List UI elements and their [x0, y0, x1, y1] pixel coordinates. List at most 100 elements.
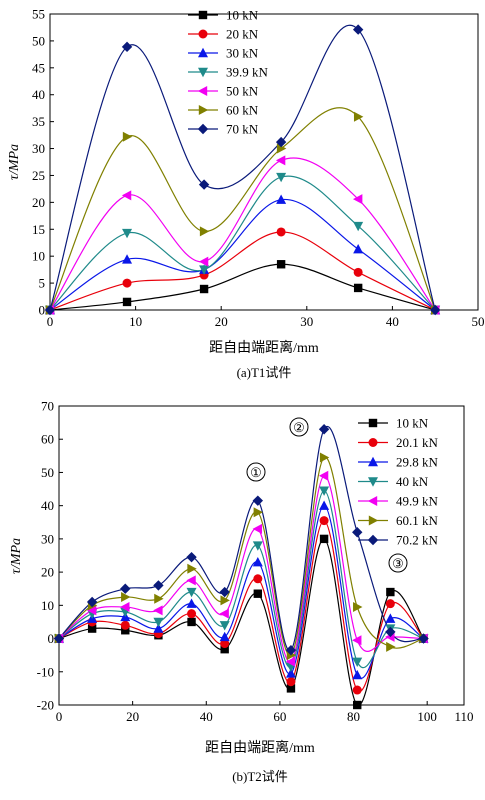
- series-line: [49, 107, 436, 311]
- data-point: [318, 470, 329, 481]
- legend-marker: [368, 477, 378, 487]
- data-point: [120, 620, 130, 630]
- series-line: [49, 175, 436, 311]
- chart-t2-caption: (b)T2试件: [232, 769, 288, 784]
- annotation-3: ③: [392, 556, 404, 571]
- data-point: [122, 254, 133, 264]
- data-point: [186, 551, 197, 563]
- data-point: [122, 131, 133, 142]
- y-tick-label: 60: [41, 432, 54, 447]
- data-point: [252, 495, 264, 506]
- data-point: [418, 633, 429, 644]
- y-tick-label: 30: [32, 141, 45, 156]
- y-tick-label: 10: [32, 249, 45, 264]
- data-point: [198, 179, 210, 190]
- legend-marker: [368, 418, 378, 428]
- y-tick-label: 40: [32, 87, 45, 102]
- legend-label: 50 kN: [226, 84, 259, 99]
- chart-t1: 0 10 20 30 40 50 0 5 10 15 20 25 30 35 40 45 50 55 10 kN 2…: [7, 7, 485, 381]
- legend-label: 30 kN: [226, 46, 259, 61]
- legend-label: 70.2 kN: [396, 533, 439, 548]
- series-line: [49, 199, 436, 311]
- legend-label: 10 kN: [396, 416, 429, 431]
- legend-marker: [368, 456, 378, 467]
- x-tick-label: 100: [417, 709, 437, 724]
- data-point: [285, 644, 297, 656]
- data-point: [122, 228, 133, 239]
- y-tick-label: -10: [37, 664, 54, 679]
- y-tick-label: 20: [41, 565, 54, 580]
- data-point: [430, 304, 441, 316]
- legend-marker: [197, 123, 209, 135]
- data-point: [319, 452, 330, 463]
- chart-t1-xlabel: 距自由端距离/mm: [209, 339, 319, 356]
- legend-marker: [198, 29, 208, 39]
- x-tick-label: 30: [300, 314, 313, 329]
- data-point: [187, 609, 197, 619]
- data-point: [352, 669, 363, 680]
- data-point: [286, 677, 296, 687]
- legend-label: 60 kN: [226, 103, 259, 118]
- data-point: [385, 613, 396, 623]
- series-line: [58, 538, 425, 706]
- x-tick-label: 20: [126, 709, 139, 724]
- y-tick-label: 45: [32, 60, 45, 75]
- data-point: [186, 575, 196, 586]
- chart-t2-xlabel: 距自由端距离/mm: [205, 739, 315, 756]
- data-point: [386, 641, 396, 652]
- data-point: [352, 24, 364, 35]
- legend-label: 40 kN: [396, 474, 429, 489]
- x-tick-label: 40: [200, 709, 213, 724]
- y-tick-label: 50: [32, 33, 45, 48]
- data-point: [154, 593, 164, 604]
- legend-marker: [368, 438, 378, 447]
- data-point: [253, 574, 263, 584]
- data-point: [385, 599, 395, 609]
- legend-marker: [198, 67, 208, 78]
- data-point: [319, 534, 329, 544]
- data-point: [219, 608, 229, 619]
- y-tick-label: 30: [41, 531, 54, 546]
- data-point: [352, 657, 363, 668]
- legend-marker: [367, 496, 378, 506]
- data-point: [121, 592, 131, 603]
- data-point: [122, 278, 132, 288]
- chart-t2-frame: [58, 405, 465, 706]
- chart-t2-legend: 10 kN 20.1 kN 29.8 kN 40 kN 49.9 kN 60.1 kN 70…: [358, 416, 439, 548]
- legend-label: 60.1 kN: [396, 513, 439, 528]
- data-point: [352, 685, 362, 695]
- legend-label: 20.1 kN: [396, 435, 439, 450]
- data-point: [86, 596, 98, 608]
- data-point: [386, 587, 395, 597]
- data-point: [220, 639, 230, 649]
- y-tick-label: 20: [32, 195, 45, 210]
- chart-t1-caption: (a)T1试件: [237, 365, 292, 380]
- data-point: [220, 644, 229, 654]
- data-point: [319, 500, 330, 510]
- legend-marker: [198, 105, 209, 115]
- annotation-2: ②: [293, 420, 305, 435]
- data-point: [87, 624, 97, 633]
- data-point: [220, 595, 230, 606]
- y-tick-label: 70: [41, 399, 54, 414]
- y-tick-label: 5: [39, 276, 46, 291]
- x-tick-label: 80: [347, 709, 360, 724]
- data-point: [276, 172, 287, 183]
- data-point: [219, 631, 230, 642]
- legend-marker: [198, 10, 208, 20]
- data-point: [252, 556, 263, 567]
- data-point: [219, 586, 230, 598]
- y-tick-label: 40: [41, 498, 54, 513]
- chart-t2-series: [58, 425, 425, 706]
- data-point: [352, 635, 362, 646]
- x-tick-label: 0: [56, 709, 63, 724]
- chart-t1-ticks: 0 10 20 30 40 50 0 5 10 15 20 25 30 35 40 45 50 55: [32, 7, 485, 330]
- data-point: [219, 621, 230, 631]
- y-tick-label: 10: [41, 598, 54, 613]
- annotation-1: ①: [250, 465, 262, 480]
- data-point: [121, 190, 132, 201]
- x-tick-label: 50: [472, 314, 485, 329]
- data-point: [352, 527, 363, 538]
- data-point: [286, 684, 296, 693]
